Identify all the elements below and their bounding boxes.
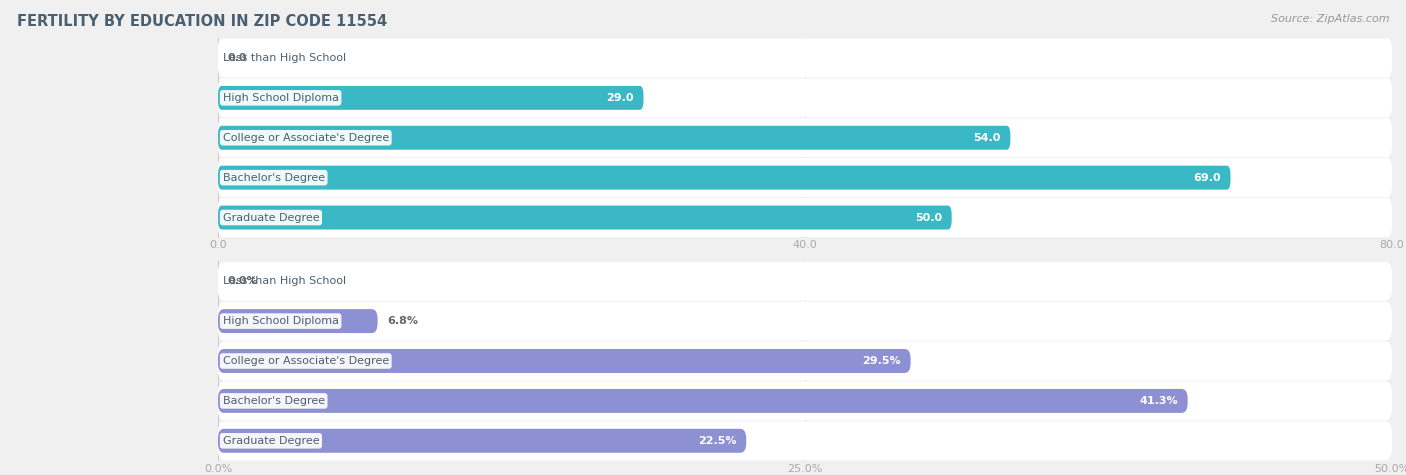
Text: Graduate Degree: Graduate Degree xyxy=(222,436,319,446)
FancyBboxPatch shape xyxy=(218,342,1392,380)
Text: 6.8%: 6.8% xyxy=(387,316,418,326)
Text: Less than High School: Less than High School xyxy=(222,276,346,286)
Text: High School Diploma: High School Diploma xyxy=(222,93,339,103)
FancyBboxPatch shape xyxy=(218,349,911,373)
FancyBboxPatch shape xyxy=(218,86,644,110)
Text: Bachelor's Degree: Bachelor's Degree xyxy=(222,396,325,406)
Text: College or Associate's Degree: College or Associate's Degree xyxy=(222,356,389,366)
Text: Source: ZipAtlas.com: Source: ZipAtlas.com xyxy=(1271,14,1389,24)
Text: 50.0: 50.0 xyxy=(915,212,942,223)
Text: 54.0: 54.0 xyxy=(973,133,1001,143)
Text: 22.5%: 22.5% xyxy=(699,436,737,446)
FancyBboxPatch shape xyxy=(218,381,1392,420)
FancyBboxPatch shape xyxy=(218,389,1188,413)
Text: 29.0: 29.0 xyxy=(606,93,634,103)
FancyBboxPatch shape xyxy=(218,166,1230,190)
FancyBboxPatch shape xyxy=(218,302,1392,341)
Text: College or Associate's Degree: College or Associate's Degree xyxy=(222,133,389,143)
Text: Less than High School: Less than High School xyxy=(222,53,346,63)
FancyBboxPatch shape xyxy=(218,206,952,229)
FancyBboxPatch shape xyxy=(218,429,747,453)
FancyBboxPatch shape xyxy=(218,118,1392,157)
FancyBboxPatch shape xyxy=(218,309,378,333)
FancyBboxPatch shape xyxy=(218,262,1392,301)
Text: Bachelor's Degree: Bachelor's Degree xyxy=(222,172,325,183)
FancyBboxPatch shape xyxy=(218,421,1392,460)
Text: High School Diploma: High School Diploma xyxy=(222,316,339,326)
FancyBboxPatch shape xyxy=(218,78,1392,117)
FancyBboxPatch shape xyxy=(218,38,1392,77)
FancyBboxPatch shape xyxy=(218,198,1392,237)
Text: 41.3%: 41.3% xyxy=(1140,396,1178,406)
Text: 0.0: 0.0 xyxy=(228,53,247,63)
Text: 69.0: 69.0 xyxy=(1194,172,1222,183)
Text: 0.0%: 0.0% xyxy=(228,276,257,286)
Text: 29.5%: 29.5% xyxy=(862,356,901,366)
FancyBboxPatch shape xyxy=(218,158,1392,197)
FancyBboxPatch shape xyxy=(218,126,1011,150)
Text: FERTILITY BY EDUCATION IN ZIP CODE 11554: FERTILITY BY EDUCATION IN ZIP CODE 11554 xyxy=(17,14,387,29)
Text: Graduate Degree: Graduate Degree xyxy=(222,212,319,223)
